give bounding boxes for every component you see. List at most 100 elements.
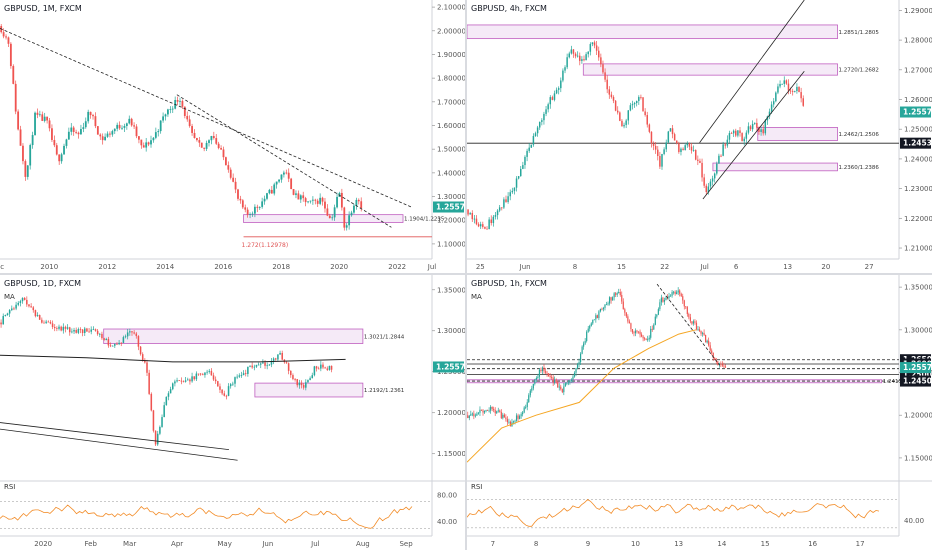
candle-body [745, 132, 748, 139]
last-price-tag [433, 201, 464, 213]
candle-body [345, 225, 348, 228]
candle-body [272, 358, 275, 361]
candle-body [43, 116, 46, 121]
candle-body [474, 415, 476, 417]
candle-body [547, 373, 550, 376]
candle-body [661, 154, 663, 167]
indicator-label: MA [4, 293, 15, 301]
candle-body [683, 300, 685, 307]
candle-body [636, 330, 638, 332]
candle-body [145, 142, 148, 148]
candle-body [123, 126, 126, 128]
candle-body [300, 382, 303, 386]
x-tick-label: Jul [427, 263, 437, 271]
candle-body [635, 101, 638, 104]
candle-body [705, 335, 707, 343]
candle-body [644, 111, 646, 116]
candle-body [324, 367, 326, 369]
x-tick-label: 2012 [98, 263, 116, 271]
panel-divider-vertical[interactable] [465, 0, 467, 550]
candle-body [730, 133, 733, 134]
trendline [176, 94, 392, 228]
candle-body [633, 103, 636, 105]
y-tick-label: 1.30000 [437, 327, 465, 335]
candle-body [506, 419, 509, 423]
y-tick-label: 1.30000 [437, 193, 465, 201]
x-tick-label: 22 [660, 263, 669, 271]
candle-body [182, 381, 185, 383]
candle-body [650, 131, 653, 144]
candle-body [526, 150, 528, 157]
candle-body [508, 421, 510, 423]
candle-body [475, 218, 478, 225]
last-price-tag [900, 362, 931, 374]
chart-panel-monthly[interactable]: 2.10000 2.00000 1.90000 1.80000 1.70000 1.600… [0, 0, 465, 273]
candle-body [671, 292, 673, 296]
candle-body [720, 363, 722, 365]
candle-body [667, 131, 670, 143]
candle-body [212, 136, 215, 139]
candle-body [762, 129, 764, 134]
chart-svg-daily: 1.350001.300001.250001.200001.150002020F… [0, 275, 465, 548]
candle-body [270, 189, 273, 194]
candle-body [296, 379, 299, 386]
candle-body [665, 297, 667, 301]
candle-body [353, 205, 355, 213]
candle-body [737, 130, 739, 136]
candle-body [488, 410, 490, 412]
candle-body [642, 336, 644, 339]
chart-title: GBPUSD, 1M, FXCM [4, 4, 82, 13]
candle-body [322, 364, 324, 368]
last-price-label: 1.25579 [903, 108, 932, 117]
panel-divider-horizontal[interactable] [0, 273, 932, 275]
candle-body [732, 130, 735, 134]
candle-body [171, 108, 174, 110]
x-tick-label: Feb [85, 540, 98, 548]
candle-body [214, 379, 217, 382]
candle-body [717, 361, 719, 366]
candle-body [26, 165, 29, 177]
zone-label: 1.2851/1.2805 [839, 30, 880, 36]
candle-body [221, 389, 223, 394]
candle-body [616, 293, 618, 295]
candle-body [663, 300, 666, 302]
candle-body [583, 343, 585, 347]
y-tick-label: 1.23000 [904, 185, 932, 193]
candle-body [195, 373, 198, 380]
candle-body [118, 124, 121, 129]
candle-body [791, 91, 794, 92]
candle-body [167, 393, 170, 397]
candle-body [38, 114, 41, 116]
candle-body [191, 126, 193, 133]
candle-body [236, 376, 238, 378]
chart-panel-hourly[interactable]: 1.35000 1.30000 1.25000 1.20000 1.15000 7 8 9 10… [467, 275, 932, 550]
candle-body [171, 383, 174, 390]
candle-body [355, 199, 358, 206]
candle-body [570, 379, 573, 381]
y-tick-label: 1.20000 [904, 412, 932, 420]
candle-body [505, 199, 507, 202]
x-tick-label: Apr [171, 540, 183, 548]
candle-body [669, 295, 672, 297]
candle-body [505, 417, 507, 420]
candle-body [608, 89, 611, 95]
candle-body [606, 79, 608, 90]
last-price-label: 1.25579 [903, 363, 932, 372]
candle-body [249, 365, 251, 367]
candle-body [313, 366, 316, 376]
chart-panel-4h[interactable]: 1.29000 1.28000 1.27000 1.26000 1.25000 1.240… [467, 0, 932, 273]
candle-body [488, 219, 490, 230]
candle-body [324, 201, 326, 209]
candle-body [682, 148, 684, 151]
candle-body [673, 134, 676, 141]
candle-body [525, 406, 527, 408]
candle-body [281, 352, 283, 360]
candle-body [569, 380, 571, 383]
candle-body [103, 338, 105, 341]
candle-body [224, 157, 227, 166]
candle-body [614, 100, 617, 111]
chart-panel-daily[interactable]: 1.350001.300001.250001.200001.150002020F… [0, 275, 465, 550]
candle-body [320, 364, 322, 369]
candle-body [249, 214, 251, 215]
rsi-line [0, 504, 413, 529]
